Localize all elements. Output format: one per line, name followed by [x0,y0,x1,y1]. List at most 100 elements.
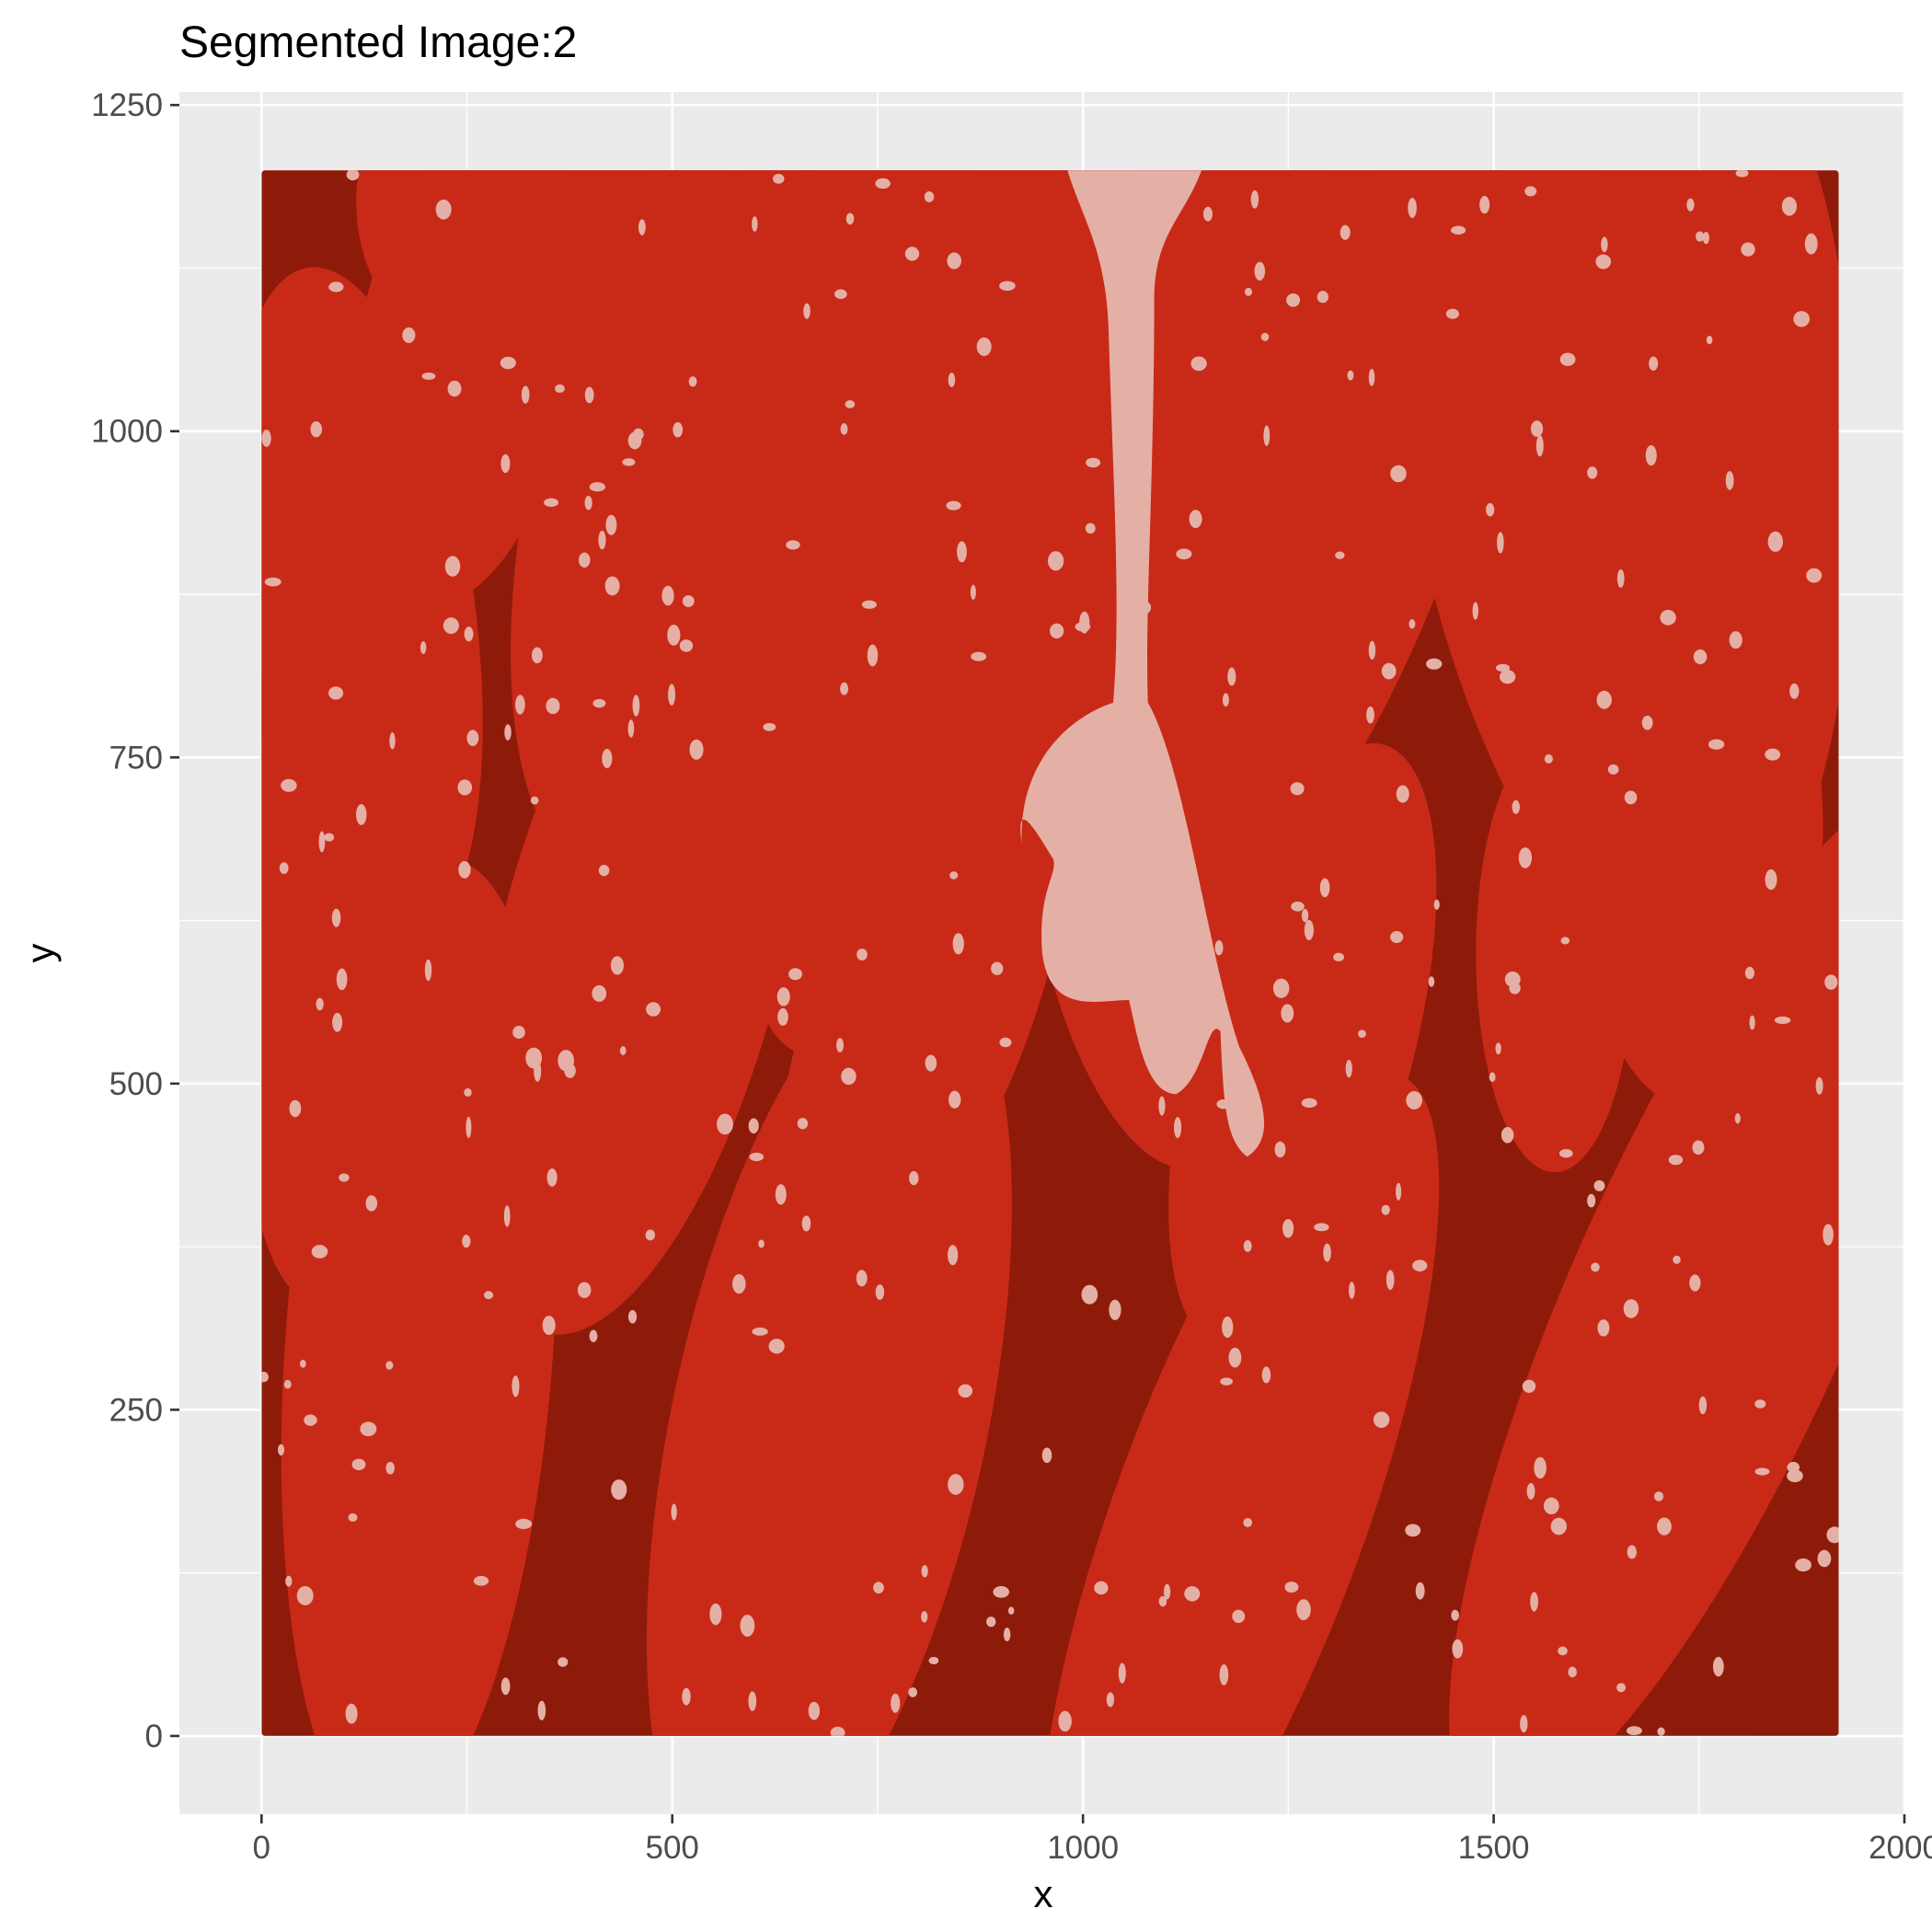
cluster-light-seed [1673,1255,1681,1264]
cluster-light-seed [584,386,594,404]
cluster-light-seed [1272,978,1290,998]
cluster-light-seed [1754,1399,1766,1409]
cluster-light-seed [500,1677,511,1696]
cluster-light-seed [444,556,461,577]
cluster-light-seed [500,356,516,370]
cluster-light-seed [1558,1149,1573,1158]
cluster-light-seed [277,1443,285,1456]
x-tick-label: 0 [253,1830,270,1866]
cluster-light-seed [717,1113,733,1135]
cluster-light-seed [1340,224,1351,240]
cluster-light-seed [1486,502,1495,517]
cluster-light-seed [1793,311,1811,328]
cluster-light-seed [949,1090,961,1109]
cluster-light-seed [803,303,811,319]
cluster-light-seed [1366,706,1374,724]
cluster-light-seed [1368,369,1375,386]
cluster-light-seed [1058,1710,1072,1732]
cluster-light-seed [464,1087,472,1098]
cluster-light-seed [512,1026,525,1040]
cluster-light-seed [503,1205,511,1227]
y-axis: 0 250 500 750 1000 1250 [91,87,179,1754]
cluster-light-seed [1744,966,1754,980]
cluster-light-seed [1373,1411,1390,1429]
cluster-light-seed [447,380,462,397]
cluster-light-seed [638,219,646,236]
cluster-light-seed [1189,510,1202,529]
cluster-light-seed [1232,1609,1246,1624]
cluster-light-seed [1426,658,1443,670]
cluster-light-seed [1559,352,1576,366]
cluster-light-seed [1406,1091,1422,1110]
cluster-light-seed [261,430,271,447]
cluster-light-seed [671,1503,677,1521]
cluster-light-seed [534,1060,542,1082]
cluster-light-seed [1526,1483,1535,1500]
cluster-light-seed [1657,1727,1665,1736]
cluster-light-seed [598,530,606,550]
cluster-light-seed [646,1002,661,1017]
cluster-light-seed [1626,1726,1642,1736]
cluster-light-seed [957,541,967,563]
cluster-light-seed [1007,1606,1015,1615]
cluster-light-seed [311,1245,328,1259]
cluster-light-seed [976,337,992,356]
cluster-light-seed [1712,1656,1724,1677]
y-tick-label: 1000 [91,414,163,450]
cluster-light-seed [1174,1117,1182,1139]
cluster-light-seed [1593,1179,1605,1191]
y-axis-title: y [18,944,62,963]
cluster-light-seed [688,376,697,387]
cluster-light-seed [592,984,607,1002]
cluster-light-seed [1085,523,1096,534]
cluster-light-seed [682,594,695,607]
cluster-light-seed [356,803,367,825]
cluster-light-seed [1368,640,1376,661]
cluster-light-seed [289,1099,302,1118]
y-tick-label: 750 [109,740,163,776]
cluster-light-seed [1623,1299,1639,1318]
cluster-light-seed [1118,1662,1126,1684]
cluster-light-seed [1495,663,1511,673]
cluster-light-seed [627,1310,638,1324]
cluster-light-seed [310,420,323,438]
cluster-light-seed [546,1168,558,1187]
cluster-light-seed [1795,1558,1811,1572]
cluster-light-seed [1301,1098,1317,1108]
cluster-light-seed [1501,1127,1514,1144]
cluster-light-seed [1451,1609,1459,1621]
cluster-light-regions [261,170,1839,1736]
cluster-light-seed [1349,1282,1355,1299]
cluster-light-seed [1472,602,1478,620]
cluster-light-seed [1735,170,1749,178]
cluster-light-seed [768,1339,785,1354]
cluster-light-seed [840,423,848,435]
cluster-light-seed [928,1656,939,1665]
cluster-light-seed [689,739,704,760]
cluster-light-seed [777,1007,788,1026]
cluster-light-seed [1568,1666,1577,1678]
cluster-light-seed [331,908,341,927]
cluster-light-seed [1591,1262,1600,1272]
cluster-light-seed [1284,1581,1299,1593]
cluster-light-seed [564,1063,576,1078]
cluster-light-seed [971,651,987,661]
cluster-light-seed [645,1229,656,1241]
y-tick-label: 1250 [91,87,163,123]
cluster-light-seed [776,987,790,1006]
cluster-light-seed [1749,1015,1755,1030]
cluster-light-seed [1333,952,1345,962]
cluster-light-seed [385,1361,394,1370]
cluster-light-seed [1250,190,1259,209]
cluster-light-seed [316,997,324,1011]
cluster-light-seed [1550,1517,1568,1535]
cluster-light-seed [1314,1223,1329,1232]
cluster-light-seed [1520,1715,1528,1733]
cluster-light-seed [1524,186,1537,197]
cluster-light-seed [483,1291,494,1300]
cluster-light-seed [1281,1004,1294,1023]
cluster-light-seed [1412,1259,1428,1271]
cluster-light-seed [949,871,959,880]
cluster-light-seed [531,647,543,664]
cluster-light-seed [619,1046,627,1055]
